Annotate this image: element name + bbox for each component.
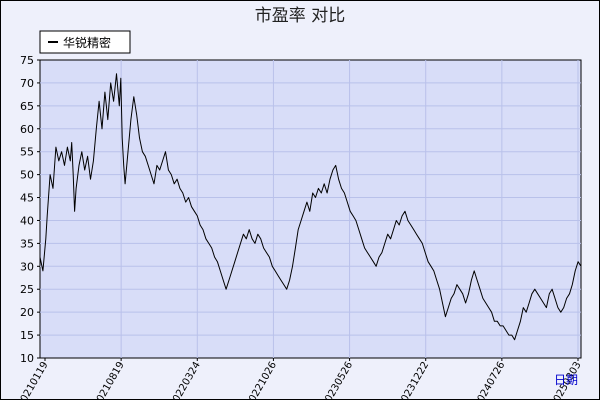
y-tick-label: 15 (20, 329, 34, 342)
legend-box (39, 30, 131, 54)
y-tick-label: 55 (20, 146, 34, 159)
y-tick-label: 35 (20, 237, 34, 250)
x-tick-label: 20240726 (472, 360, 507, 400)
y-tick-label: 30 (20, 260, 34, 273)
legend-series-label: 华锐精密 (63, 35, 111, 50)
x-tick-label: 20220324 (168, 360, 203, 400)
x-tick-label: 20210119 (16, 360, 51, 400)
y-tick-label: 60 (20, 123, 34, 136)
y-tick-label: 75 (20, 54, 34, 67)
series-layer (39, 73, 582, 341)
y-tick-label: 65 (20, 100, 34, 113)
y-tick-label: 10 (20, 352, 34, 365)
x-tick-label: 20210819 (92, 360, 127, 400)
y-tick-label: 25 (20, 283, 34, 296)
x-axis: 20210119 20210819 20220324 20221026 20230526… (16, 358, 584, 400)
legend: 华锐精密 (39, 30, 131, 54)
y-tick-label: 20 (20, 306, 34, 319)
x-axis-label: 日期 (554, 373, 578, 387)
chart-title: 市盈率 对比 (255, 6, 345, 26)
y-axis: 10 15 20 25 30 35 40 45 50 55 60 65 70 75 (20, 54, 40, 365)
y-tick-label: 45 (20, 192, 34, 205)
series-line-huarui (39, 73, 582, 341)
grid (40, 60, 581, 358)
y-tick-label: 70 (20, 77, 34, 90)
y-tick-label: 50 (20, 169, 34, 182)
x-tick-label: 20231222 (396, 360, 431, 400)
x-tick-label: 20230526 (320, 360, 355, 400)
y-tick-label: 40 (20, 214, 34, 227)
x-tick-label: 20221026 (244, 360, 279, 400)
